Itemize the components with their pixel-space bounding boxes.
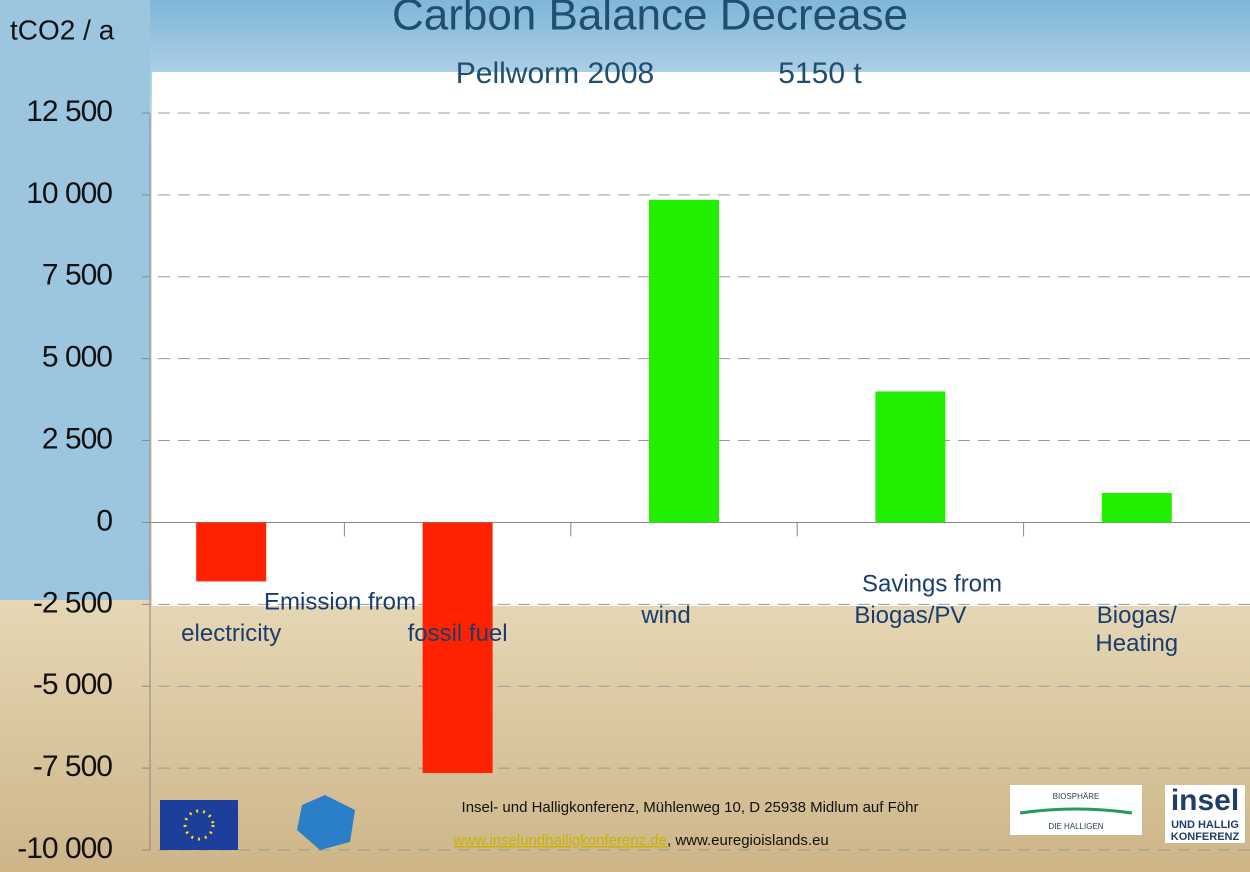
x-tick-label: fossil fuel <box>398 620 518 648</box>
bar <box>196 522 266 581</box>
footer-link[interactable]: , www.euregioislands.eu <box>667 832 829 849</box>
bar <box>649 200 719 523</box>
logo-text: BIOSPHÄRE <box>1053 792 1100 801</box>
subtitle: Pellworm 2008 <box>456 57 654 90</box>
footer-address: Insel- und Halligkonferenz, Mühlenweg 10… <box>462 799 919 816</box>
y-tick-label: -7 500 <box>33 750 112 783</box>
y-tick-label: -5 000 <box>33 668 112 701</box>
x-tick-label: electricity <box>171 620 291 648</box>
chart-title: Carbon Balance Decrease <box>392 0 908 40</box>
annotation: Savings from <box>862 570 1002 597</box>
x-tick-label: Biogas/ Heating <box>1087 602 1187 658</box>
logo-text: UND HALLIG <box>1171 819 1239 831</box>
logo-text: KONFERENZ <box>1171 831 1240 843</box>
slide: Carbon Balance Decrease Pellworm 2008 51… <box>0 0 1250 872</box>
x-tick-label: wind <box>606 602 726 630</box>
subtitle-total: 5150 t <box>778 57 862 90</box>
eu-flag <box>160 800 238 850</box>
chart: Carbon Balance Decrease Pellworm 2008 51… <box>0 0 1250 872</box>
y-tick-label: 2 500 <box>42 422 112 455</box>
bar <box>875 391 945 522</box>
footer-link[interactable]: www.inselundhalligkonferenz.de <box>453 832 667 849</box>
y-tick-label: 10 000 <box>26 177 112 210</box>
y-tick-label: 0 <box>96 504 112 537</box>
annotation: Emission from <box>264 588 416 615</box>
y-tick-label: 12 500 <box>26 95 112 128</box>
logo-text: insel <box>1171 784 1239 817</box>
bar <box>1102 493 1172 522</box>
y-axis-label: tCO2 / a <box>10 14 115 45</box>
y-tick-label: -10 000 <box>17 832 112 865</box>
logo-text: DIE HALLIGEN <box>1048 822 1103 831</box>
y-tick-label: -2 500 <box>33 586 112 619</box>
y-tick-label: 7 500 <box>42 259 112 292</box>
x-tick-label: Biogas/PV <box>850 602 970 630</box>
y-tick-label: 5 000 <box>42 341 112 374</box>
